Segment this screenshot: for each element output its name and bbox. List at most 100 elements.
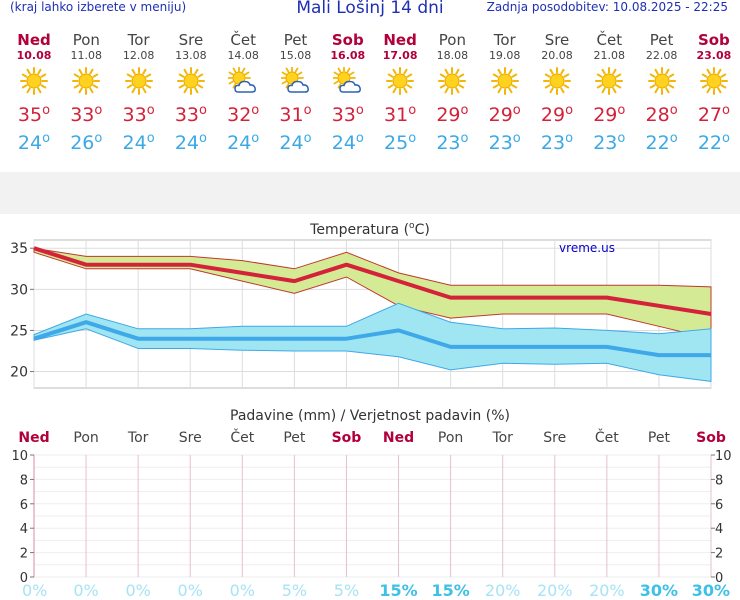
max-temperature: 29o (593, 103, 626, 126)
y-tick-label: 0 (715, 571, 723, 586)
precip-probability: 0% (230, 581, 255, 600)
precip-probability: 20% (537, 581, 573, 600)
sun-icon (20, 67, 48, 95)
watermark: vreme.us (559, 241, 615, 255)
last-update: Zadnja posodobitev: 10.08.2025 - 22:25 (486, 0, 728, 14)
precip-probability: 5% (334, 581, 359, 600)
degree-mark: o (408, 131, 417, 146)
y-tick-label: 10 (715, 449, 732, 464)
day-date: 19.08 (488, 49, 521, 62)
temperature-chart: Temperatura (oC) 20 25 30 35 vreme.us (10, 221, 712, 389)
y-tick-label: 8 (20, 473, 28, 488)
day-name: Pet (283, 31, 308, 49)
y-tick-label: 4 (20, 522, 28, 537)
day-column: Ned 10.08 35o 24o (8, 32, 60, 156)
max-temperature: 33o (70, 103, 103, 126)
day-column: Ned 17.08 31o 25o (374, 32, 426, 156)
sun-icon (595, 67, 624, 95)
day-name: Pon (438, 31, 466, 49)
degree-mark: o (512, 131, 521, 146)
degree-mark: o (251, 131, 260, 146)
sun-icon (72, 67, 101, 95)
min-temperature: 26o (70, 131, 103, 154)
day-name: Tor (493, 31, 516, 49)
y-tick-label: 4 (715, 522, 723, 537)
min-temperature: 23o (436, 131, 469, 154)
degree-mark: o (199, 103, 207, 118)
max-temperature: 33o (331, 103, 364, 126)
partly-cloudy-icon (332, 67, 361, 93)
sun-icon (699, 67, 728, 95)
temp-chart-title: Temperatura (oC) (309, 221, 430, 238)
degree-mark: o (460, 131, 469, 146)
temp-chart-title-unit: C) (415, 222, 430, 238)
degree-mark: o (355, 131, 364, 146)
precip-probability: 20% (485, 581, 521, 600)
day-label: Ned (383, 430, 414, 446)
day-column: Pet 22.08 28o 22o (636, 32, 688, 156)
y-tick-label: 8 (715, 473, 723, 488)
degree-mark: o (42, 103, 51, 118)
degree-mark: o (146, 103, 155, 118)
day-date: 11.08 (70, 49, 103, 62)
max-temperature: 32o (227, 103, 260, 126)
min-temperature: 24o (331, 131, 364, 154)
day-column: Sob 23.08 27o 22o (688, 32, 740, 156)
day-column: Čet 21.08 29o 23o (583, 32, 635, 156)
y-tick-label: 35 (10, 241, 28, 257)
max-temperature: 29o (488, 103, 521, 126)
day-date: 17.08 (382, 49, 418, 62)
day-label: Sre (179, 430, 202, 446)
min-temperature: 24o (17, 131, 51, 154)
max-temperature: 29o (436, 103, 469, 126)
partly-cloudy-icon (228, 67, 257, 93)
degree-mark: o (94, 103, 103, 118)
day-date: 22.08 (645, 49, 678, 62)
min-temperature: 24o (279, 131, 312, 154)
y-tick-label: 10 (11, 449, 28, 464)
y-tick-label: 2 (715, 547, 723, 562)
max-temperature: 31o (279, 103, 312, 126)
degree-mark: o (460, 103, 469, 118)
day-date: 16.08 (330, 49, 366, 62)
day-date: 21.08 (593, 49, 626, 62)
rain-chart-title: Padavine (mm) / Verjetnost padavin (%) (230, 408, 510, 424)
day-column: Sre 13.08 33o 24o (165, 32, 217, 156)
sun-icon (647, 67, 676, 95)
day-date: 13.08 (175, 49, 207, 62)
day-label: Sob (332, 430, 362, 446)
day-name: Tor (127, 31, 150, 49)
min-temperature: 23o (488, 131, 521, 154)
min-temperature: 25o (384, 131, 417, 154)
day-label: Pon (438, 430, 463, 446)
degree-mark: o (42, 131, 51, 146)
day-column: Čet 14.08 32o 24o (217, 32, 269, 156)
day-label: Pet (648, 430, 671, 446)
degree-mark: o (146, 131, 155, 146)
precip-probability: 15% (431, 581, 469, 600)
day-column: Tor 19.08 29o 23o (479, 32, 531, 156)
max-temperature: 27o (697, 103, 730, 126)
degree-mark: o (722, 103, 730, 118)
day-label: Pon (73, 430, 98, 446)
day-name: Sob (697, 31, 730, 49)
day-name: Sre (544, 31, 570, 49)
temp-chart-title-text: Temperatura ( (309, 222, 409, 238)
max-temperature: 35o (17, 103, 51, 126)
day-date: 20.08 (541, 49, 573, 62)
day-name: Pon (72, 31, 100, 49)
degree-mark: o (303, 131, 312, 146)
sun-icon (124, 67, 153, 95)
min-temperature: 22o (645, 131, 678, 154)
y-tick-label: 30 (10, 282, 28, 298)
separator-band (0, 172, 740, 214)
day-column: Pon 11.08 33o 26o (60, 32, 112, 156)
day-name: Pet (649, 31, 674, 49)
degree-mark: o (617, 103, 626, 118)
min-temperature: 23o (593, 131, 626, 154)
location-hint: (kraj lahko izberete v meniju) (10, 0, 187, 14)
day-label: Tor (491, 430, 513, 446)
y-tick-label: 0 (20, 571, 28, 586)
day-column: Pon 18.08 29o 23o (426, 32, 478, 156)
day-name: Sob (331, 31, 364, 49)
